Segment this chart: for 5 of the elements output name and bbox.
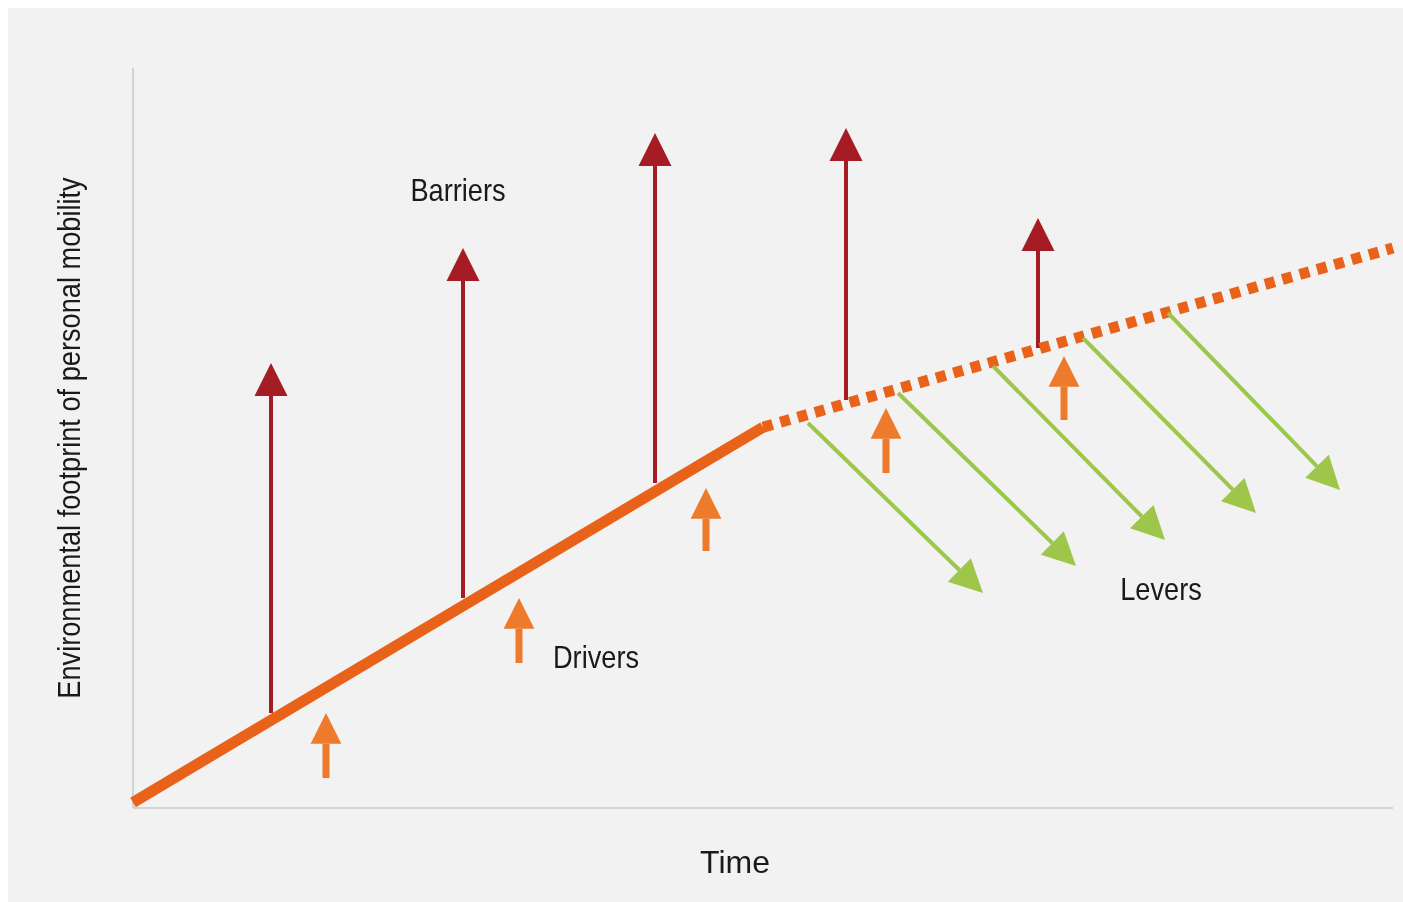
annotation: Levers — [1120, 571, 1202, 607]
y-axis-title: Environmental footprint of personal mobility — [50, 177, 87, 699]
text: Barriers — [410, 172, 506, 208]
x-axis-title: Time — [700, 844, 770, 880]
annotation: Drivers — [552, 639, 640, 675]
